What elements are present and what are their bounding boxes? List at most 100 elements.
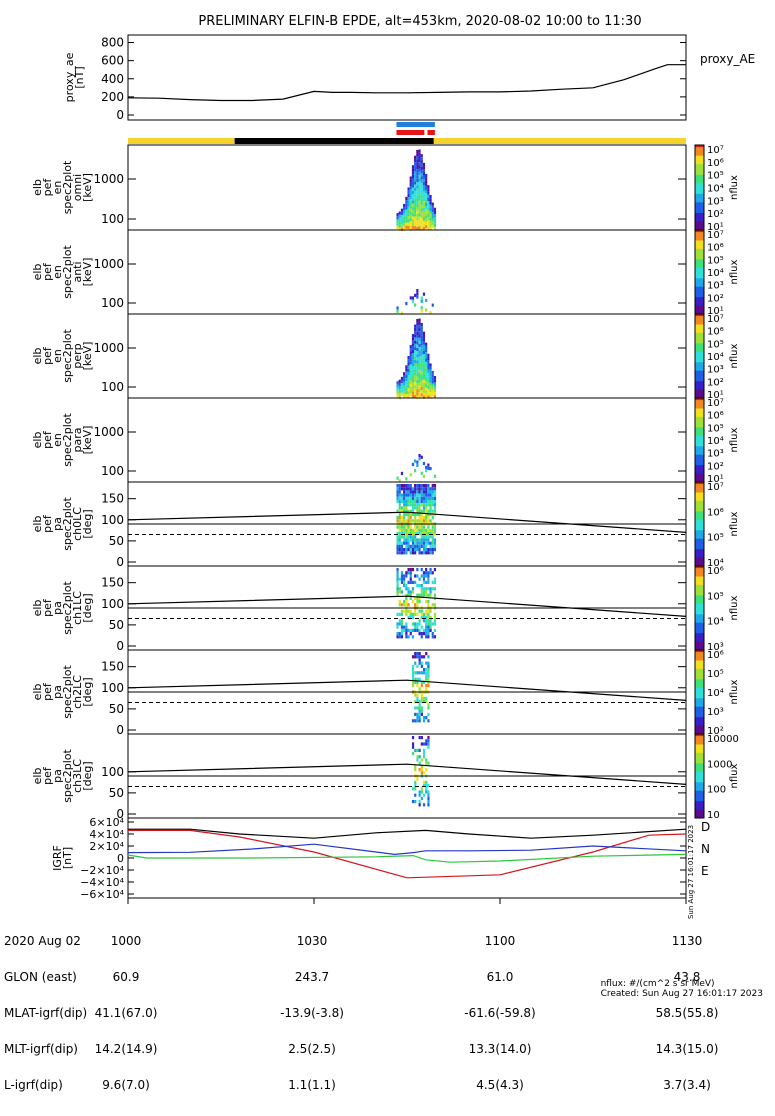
spectrogram-cell — [418, 324, 421, 329]
spectrogram-cell — [400, 580, 404, 584]
spectrogram-cell — [416, 716, 419, 720]
spectrogram-cell — [414, 210, 417, 214]
colorbar-swatch — [695, 435, 704, 439]
y-tick-label: 100 — [101, 681, 124, 695]
colorbar-swatch — [695, 168, 704, 171]
spectrogram-cell — [411, 622, 415, 626]
spectrogram-cell — [416, 460, 419, 464]
colorbar-swatch — [695, 272, 704, 275]
spectrogram-cell — [407, 193, 410, 198]
y-axis-label-line: IGRF — [51, 845, 64, 871]
spectrogram-cell — [405, 635, 408, 639]
colorbar-swatch — [695, 526, 704, 529]
spectrogram-cell — [416, 172, 419, 176]
spectrogram-cell — [398, 632, 401, 636]
spectrogram-cell — [400, 544, 404, 548]
spectrogram-cell — [427, 612, 430, 616]
spectrogram-cell — [407, 213, 410, 217]
spectrogram-cell — [425, 345, 428, 350]
spectrogram-cell — [425, 202, 428, 206]
colorbar-tick-label: 10⁷ — [707, 314, 724, 325]
colorbar-swatch — [695, 580, 704, 584]
spectrogram-cell — [414, 178, 417, 182]
spectrogram-cell — [400, 528, 404, 532]
spectrogram-cell — [420, 323, 423, 327]
spectrogram-cell — [425, 528, 428, 532]
colorbar-swatch — [695, 484, 704, 487]
spectrogram-cell — [427, 761, 430, 765]
spectrogram-cell — [403, 496, 406, 500]
spectrogram-cell — [405, 551, 408, 555]
colorbar-swatch — [695, 662, 704, 666]
spectrogram-cell — [429, 496, 432, 500]
spectrogram-cell — [427, 622, 430, 626]
spectrogram-cell — [420, 380, 423, 384]
time-cell: 14.2(14.9) — [94, 1042, 158, 1056]
spectrogram-cell — [433, 500, 437, 504]
colorbar-swatch — [695, 157, 704, 161]
spectrogram-cell — [414, 693, 417, 697]
spectrogram-cell — [427, 382, 430, 386]
spectrogram-cell — [431, 490, 434, 494]
colorbar-swatch — [695, 223, 704, 227]
spectrogram-cell — [425, 199, 428, 203]
colorbar-swatch — [695, 450, 704, 454]
spectrogram-cell — [414, 719, 417, 723]
colorbar-swatch — [695, 658, 704, 661]
y-tick-label: 2×10⁴ — [89, 840, 124, 853]
spectrogram-cell — [427, 800, 430, 804]
spectrogram-cell — [414, 459, 417, 463]
colorbar-swatch — [695, 769, 704, 773]
series-line — [127, 64, 686, 102]
spectrogram-cell — [411, 394, 415, 399]
spectrogram-cell — [425, 758, 428, 762]
spectrogram-cell — [427, 466, 430, 470]
y-tick-label: 150 — [101, 576, 124, 590]
spectrogram-cell — [396, 487, 399, 491]
spectrogram-cell — [427, 574, 430, 578]
spectrogram-cell — [411, 487, 415, 491]
spectrogram-cell — [414, 200, 417, 204]
colorbar-swatch — [695, 234, 704, 237]
spectrogram-cell — [427, 220, 430, 224]
time-cell: 41.1(67.0) — [94, 1006, 158, 1020]
colorbar-swatch — [695, 805, 704, 808]
igrf-legend-label: N — [701, 842, 710, 856]
spectrogram-cell — [425, 484, 428, 488]
spectrogram-cell — [425, 780, 428, 784]
panel-en_perp: 1000100elbpefenspec2plotperp[keV]10⁷10⁶1… — [31, 313, 740, 401]
spectrogram-cell — [427, 194, 430, 198]
colorbar-tick-label: 10³ — [707, 281, 724, 292]
spectrogram-cell — [433, 532, 437, 536]
spectrogram-cell — [431, 509, 434, 513]
spectrogram-cell — [425, 541, 428, 545]
colorbar-swatch — [695, 740, 704, 743]
colorbar-swatch — [695, 431, 704, 435]
spectrogram-cell — [409, 202, 412, 206]
y-tick-label: 0 — [116, 639, 124, 653]
spectrogram-cell — [400, 612, 404, 616]
spectrogram-cell — [409, 182, 412, 187]
spectrogram-cell — [416, 395, 419, 399]
spectrogram-cell — [422, 334, 426, 339]
spectrogram-cell — [403, 551, 406, 555]
spectrogram-cell — [411, 206, 415, 211]
spectrogram-cell — [403, 577, 406, 581]
spectrogram-cell — [400, 574, 404, 578]
spectrogram-cell — [407, 375, 410, 379]
spectrogram-cell — [411, 490, 415, 494]
colorbar-swatch — [695, 339, 704, 342]
spectrogram-cell — [418, 541, 421, 545]
spectrogram-cell — [416, 341, 419, 345]
spectrogram-cell — [416, 376, 419, 380]
spectrogram-cell — [420, 790, 423, 794]
spectrogram-cell — [400, 603, 404, 607]
spectrogram-cell — [433, 395, 437, 399]
spectrogram-cell — [429, 389, 432, 393]
spectrogram-cell — [407, 528, 410, 532]
time-cell: 1100 — [484, 934, 516, 948]
spectrogram-cell — [411, 462, 415, 467]
spectrogram-cell — [396, 568, 399, 572]
spectrogram-cell — [407, 378, 410, 382]
colorbar-swatch — [695, 324, 704, 328]
